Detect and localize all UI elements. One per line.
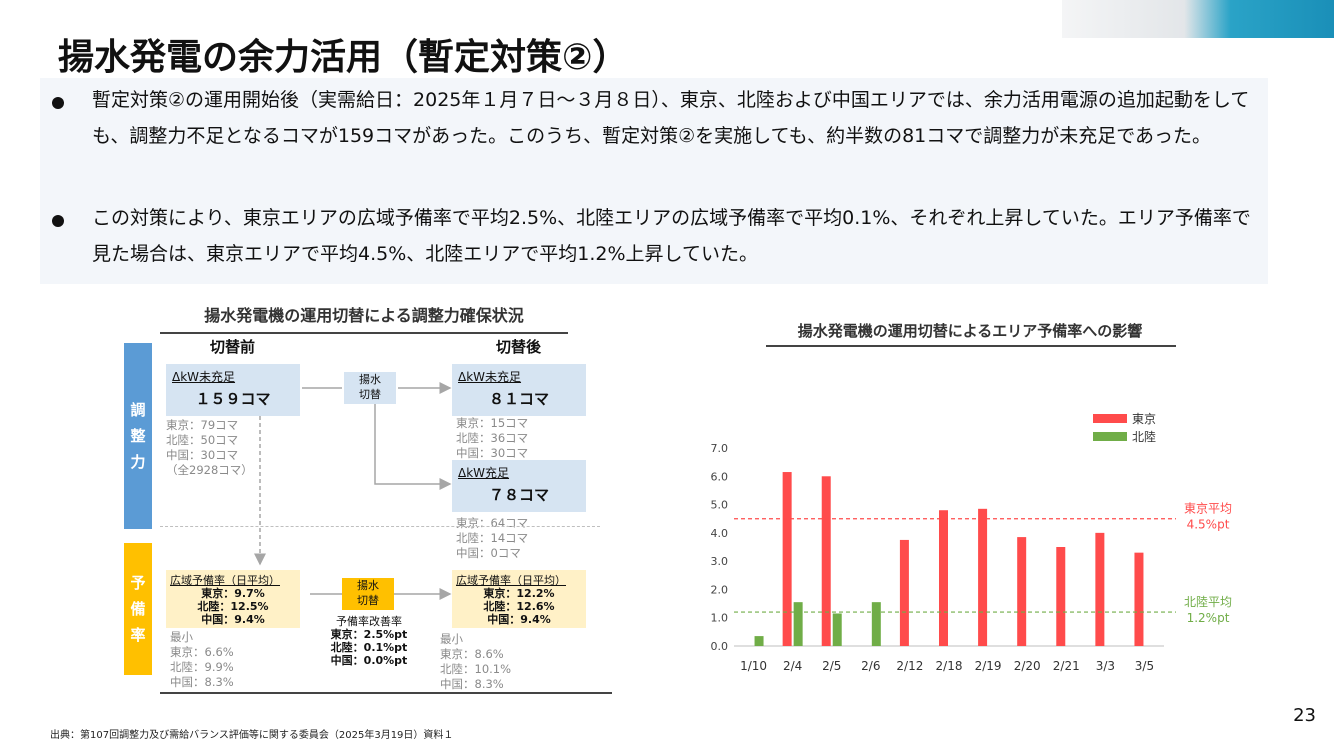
x-tick-label: 2/5	[822, 659, 841, 673]
reserve-after-label: 広域予備率（日平均）	[456, 574, 566, 587]
after-met-label: ΔkW充足	[458, 466, 510, 480]
band-reserve: 予 備 率	[124, 543, 152, 675]
ref-line-name: 東京平均	[1184, 502, 1232, 516]
band-adjust-label: 調 整 力	[130, 401, 146, 471]
switch-label: 揚水 切替	[359, 373, 381, 401]
x-tick-label: 2/12	[896, 659, 923, 673]
reserve-before-min: 最小 東京：6.6% 北陸：9.9% 中国：8.3%	[170, 630, 234, 689]
bullet-dot-icon	[52, 97, 64, 109]
ref-line-value: 4.5%pt	[1187, 518, 1230, 532]
x-tick-label: 2/20	[1014, 659, 1041, 673]
bar-hokuriku	[871, 602, 881, 646]
before-unmet-value: １５９コマ	[195, 390, 271, 408]
bar-hokuriku	[832, 613, 842, 646]
bullet-item: この対策により、東京エリアの広域予備率で平均2.5%、北陸エリアの広域予備率で平…	[52, 200, 1262, 272]
bullet-dot-icon	[52, 215, 64, 227]
source-note: 出典：第107回調整力及び需給バランス評価等に関する委員会（2025年3月19日…	[50, 730, 454, 741]
after-met-value: ７８コマ	[488, 486, 549, 504]
reserve-before-label: 広域予備率（日平均）	[170, 574, 280, 587]
legend-label: 東京	[1132, 412, 1156, 426]
bullet-item: 暫定対策②の運用開始後（実需給日：2025年１月７日～３月８日）、東京、北陸およ…	[52, 82, 1262, 154]
reserve-before-box: 広域予備率（日平均） 東京：9.7% 北陸：12.5% 中国：9.4%	[166, 570, 300, 628]
bar-hokuriku	[754, 636, 764, 646]
bullet-text: 暫定対策②の運用開始後（実需給日：2025年１月７日～３月８日）、東京、北陸およ…	[92, 89, 1250, 147]
bar-tokyo	[782, 472, 792, 646]
after-unmet-box: ΔkW未充足 ８１コマ	[452, 364, 586, 416]
legend-swatch	[1093, 432, 1127, 441]
divider	[160, 526, 600, 527]
reserve-after-box: 広域予備率（日平均） 東京：12.2% 北陸：12.6% 中国：9.4%	[452, 570, 586, 628]
bar-tokyo	[939, 510, 948, 646]
chart-title: 揚水発電機の運用切替によるエリア予備率への影響	[798, 322, 1143, 340]
bar-tokyo	[1095, 532, 1105, 646]
legend-label: 北陸	[1132, 430, 1156, 444]
reserve-after-min: 最小 東京：8.6% 北陸：10.1% 中国：8.3%	[440, 632, 512, 691]
x-tick-label: 2/18	[936, 659, 963, 673]
after-met-box: ΔkW充足 ７８コマ	[452, 460, 586, 512]
switch-diagram: 揚水発電機の運用切替による調整力確保状況 切替前 切替後 調 整 力 予 備 率…	[120, 298, 612, 696]
reserve-switch-box: 揚水 切替	[342, 578, 394, 610]
bar-tokyo	[1134, 552, 1144, 646]
reserve-before-values: 東京：9.7% 北陸：12.5% 中国：9.4%	[197, 587, 269, 626]
reserve-impact-chart: 揚水発電機の運用切替によるエリア予備率への影響 0.0 1.0 2.0 3.0 4.0 5.…	[711, 322, 1233, 673]
y-tick-label: 3.0	[711, 555, 729, 568]
after-unmet-label: ΔkW未充足	[458, 370, 522, 384]
after-unmet-value: ８１コマ	[488, 390, 549, 408]
bar-tokyo	[899, 539, 909, 646]
diagram-arrows	[254, 382, 452, 600]
diagram-bottom-rule	[160, 692, 612, 694]
y-tick-label: 7.0	[711, 442, 729, 455]
bar-hokuriku	[793, 602, 803, 646]
page-title: 揚水発電の余力活用（暫定対策②）	[58, 37, 629, 78]
before-header: 切替前	[210, 338, 256, 356]
switch-box: 揚水 切替	[344, 372, 396, 404]
band-reserve-label: 予 備 率	[130, 574, 146, 644]
after-unmet-breakdown: 東京：15コマ 北陸：36コマ 中国：30コマ	[456, 416, 529, 460]
improve-values: 東京：2.5%pt 北陸：0.1%pt 中国：0.0%pt	[330, 628, 408, 667]
x-tick-label: 2/6	[861, 659, 880, 673]
corner-decoration	[1062, 0, 1334, 38]
diagram-title: 揚水発電機の運用切替による調整力確保状況	[160, 302, 568, 334]
page-number: 23	[1293, 705, 1316, 726]
y-tick-label: 0.0	[711, 640, 729, 653]
x-tick-label: 2/4	[783, 659, 802, 673]
after-header: 切替後	[496, 338, 542, 356]
before-breakdown: 東京：79コマ 北陸：50コマ 中国：30コマ （全2928コマ）	[166, 418, 253, 477]
band-adjust: 調 整 力	[124, 343, 152, 529]
y-tick-label: 2.0	[711, 583, 729, 596]
improve-title: 予備率改善率	[336, 615, 402, 628]
ref-line-name: 北陸平均	[1184, 595, 1232, 609]
bar-tokyo	[978, 508, 988, 646]
bullet-panel: 暫定対策②の運用開始後（実需給日：2025年１月７日～３月８日）、東京、北陸およ…	[40, 78, 1268, 284]
y-tick-label: 5.0	[711, 499, 729, 512]
reserve-after-values: 東京：12.2% 北陸：12.6% 中国：9.4%	[483, 587, 555, 626]
reserve-switch-label: 揚水 切替	[357, 579, 379, 607]
before-unmet-box: ΔkW未充足 １５９コマ	[166, 364, 300, 416]
ref-line-value: 1.2%pt	[1187, 611, 1230, 625]
x-tick-label: 2/19	[975, 659, 1002, 673]
y-tick-label: 1.0	[711, 612, 729, 625]
after-met-breakdown: 東京：64コマ 北陸：14コマ 中国：0コマ	[456, 516, 529, 560]
x-tick-label: 3/5	[1135, 659, 1154, 673]
bar-tokyo	[1017, 537, 1027, 646]
bar-tokyo	[821, 476, 831, 646]
before-unmet-label: ΔkW未充足	[172, 370, 236, 384]
bar-tokyo	[1056, 547, 1066, 646]
y-tick-label: 6.0	[711, 470, 729, 483]
x-tick-label: 2/21	[1053, 659, 1080, 673]
bullet-text: この対策により、東京エリアの広域予備率で平均2.5%、北陸エリアの広域予備率で平…	[92, 207, 1251, 265]
x-tick-label: 3/3	[1096, 659, 1115, 673]
y-tick-label: 4.0	[711, 527, 729, 540]
x-tick-label: 1/10	[740, 659, 767, 673]
legend-swatch	[1093, 414, 1127, 423]
